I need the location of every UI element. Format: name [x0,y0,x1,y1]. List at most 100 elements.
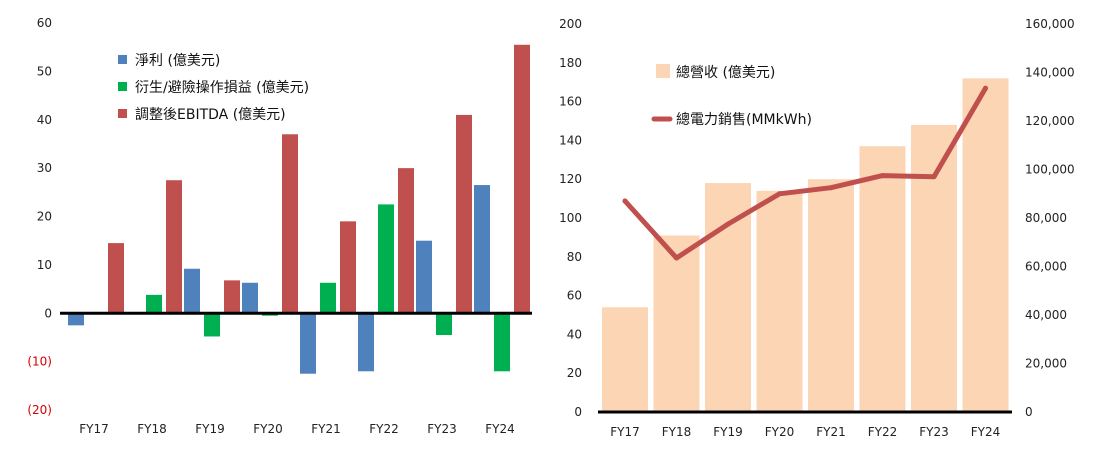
legend-label-electricity: 總電力銷售(MMkWh) [676,111,812,128]
left-chart-y-axis: 60 50 40 30 20 10 0 (10) (20) [27,16,52,417]
legend-label: 淨利 (億美元) [135,53,220,69]
right-chart-left-tick-label: 0 [574,405,582,419]
bar-adjusted-ebitda [108,243,124,314]
right-chart-category-labels: FY17 FY18 FY19 FY20 FY21 FY22 FY23 FY24 [610,425,1000,439]
left-y-tick-label: (20) [27,403,52,417]
right-chart-right-tick-label: 140,000 [1025,66,1075,80]
right-chart-right-tick-label: 160,000 [1025,17,1075,31]
right-chart-left-tick-label: 100 [559,211,582,225]
right-category-label: FY17 [610,425,640,439]
bar-derivative-hedging [436,313,452,336]
right-chart-left-tick-label: 80 [567,250,582,264]
line-point-electricity-sales [674,255,679,261]
right-chart-right-tick-label: 20,000 [1025,357,1067,371]
right-chart-right-tick-label: 100,000 [1025,163,1075,177]
left-category-label: FY19 [195,422,225,436]
right-chart-left-tick-label: 180 [559,56,582,70]
line-total-electricity-sales [622,85,988,261]
bar-net-income [300,313,316,374]
left-category-label: FY23 [427,422,457,436]
bar-adjusted-ebitda [166,180,182,314]
legend-label: 調整後EBITDA (億美元) [135,107,286,123]
right-chart-left-tick-label: 20 [567,366,582,380]
bar-derivative-hedging [378,204,394,314]
right-chart-left-tick-label: 60 [567,289,582,303]
bar-derivative-hedging [494,313,510,372]
line-point-electricity-sales [828,185,834,191]
right-chart-right-tick-label: 40,000 [1025,308,1067,322]
left-category-label: FY20 [253,422,283,436]
right-chart-left-tick-label: 200 [559,17,582,31]
left-chart-legend: 淨利 (億美元) 衍生/避險操作損益 (億美元) 調整後EBITDA (億美元) [118,53,309,123]
legend-swatch [118,82,127,91]
line-point-electricity-sales [725,221,731,227]
bar-total-revenue [859,146,906,412]
legend-label: 衍生/避險操作損益 (億美元) [135,80,309,96]
bar-derivative-hedging [320,282,336,314]
left-category-label: FY22 [369,422,399,436]
right-category-label: FY18 [662,425,692,439]
bar-net-income [68,313,84,326]
bar-derivative-hedging [146,294,162,314]
right-chart-electricity-line [622,85,988,261]
bar-net-income [184,268,200,314]
right-category-label: FY21 [816,425,846,439]
right-chart-right-tick-label: 120,000 [1025,114,1075,128]
legend-label-revenue: 總營收 (億美元) [676,64,775,81]
right-chart-left-tick-label: 140 [559,133,582,147]
legend-swatch [118,109,127,118]
right-chart-left-tick-label: 40 [567,327,582,341]
bar-total-revenue [653,235,700,412]
right-category-label: FY19 [713,425,743,439]
bar-net-income [242,282,258,314]
left-category-label: FY18 [137,422,167,436]
bar-total-revenue [756,190,803,412]
left-y-tick-label: 50 [37,64,52,78]
left-y-tick-label: 60 [37,16,52,30]
bar-net-income [474,185,490,314]
left-y-tick-label: 30 [37,161,52,175]
bar-adjusted-ebitda [456,114,472,314]
right-chart-right-tick-label: 80,000 [1025,211,1067,225]
bar-adjusted-ebitda [340,221,356,314]
right-category-label: FY24 [971,425,1001,439]
bar-total-revenue [911,124,957,412]
line-point-electricity-sales [777,191,782,197]
right-chart-right-tick-label: 60,000 [1025,260,1067,274]
left-y-tick-label: 10 [37,258,52,272]
bar-total-revenue [962,78,1009,412]
bar-net-income [416,240,432,314]
bar-derivative-hedging [204,313,220,337]
left-category-label: FY24 [485,422,515,436]
bar-adjusted-ebitda [224,280,240,314]
bar-total-revenue [808,179,854,412]
right-category-label: FY20 [765,425,795,439]
line-point-electricity-sales [622,198,628,204]
left-y-tick-label: 0 [44,306,52,320]
bar-adjusted-ebitda [514,44,530,314]
line-point-electricity-sales [931,174,937,180]
legend-swatch-revenue [656,64,670,78]
bar-adjusted-ebitda [398,168,414,314]
left-chart-category-labels: FY17 FY18 FY19 FY20 FY21 FY22 FY23 FY24 [79,422,515,436]
right-category-label: FY23 [919,425,949,439]
bar-adjusted-ebitda [282,134,298,314]
bar-net-income [358,313,374,372]
right-chart-legend: 總營收 (億美元) 總電力銷售(MMkWh) [651,64,812,128]
left-category-label: FY21 [311,422,341,436]
left-y-tick-label: 20 [37,210,52,224]
left-y-tick-label: 40 [37,113,52,127]
right-chart-left-tick-label: 120 [559,172,582,186]
left-category-label: FY17 [79,422,109,436]
line-point-electricity-sales [880,173,885,179]
right-category-label: FY22 [868,425,898,439]
right-chart-right-y-axis: 160,000 140,000 120,000 100,000 80,000 60,000… [1025,17,1075,419]
left-y-tick-label: (10) [27,355,52,369]
right-chart-right-tick-label: 0 [1025,405,1033,419]
line-point-electricity-sales [983,85,988,91]
right-chart-left-tick-label: 160 [559,95,582,109]
